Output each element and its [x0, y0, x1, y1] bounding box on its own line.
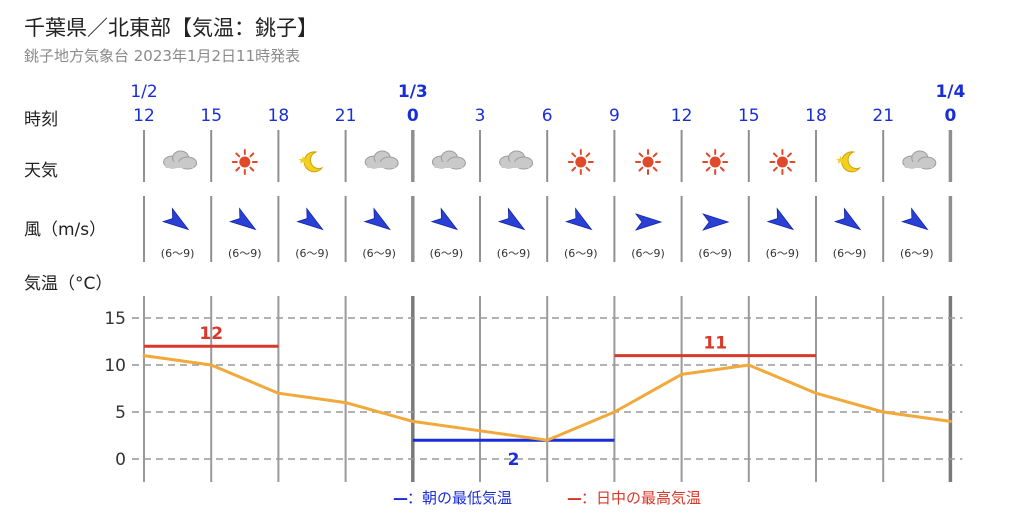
date-label: 1/2	[130, 82, 157, 102]
wind-arrow-icon	[766, 207, 795, 231]
wind-arrow-icon	[497, 207, 526, 231]
temperature-row-label: 気温（°C）	[24, 274, 113, 294]
moon-icon	[298, 151, 324, 173]
wind-speed-label: (6〜9)	[900, 247, 934, 260]
legend-max-text: ：日中の最高気温	[581, 489, 701, 507]
cloud-icon	[902, 150, 937, 170]
wind-speed-label: (6〜9)	[161, 247, 195, 260]
wind-arrow-icon	[363, 207, 391, 231]
hour-label: 3	[475, 106, 486, 126]
wind-arrow-icon	[702, 213, 730, 231]
legend-min-text: ：朝の最低気温	[407, 489, 512, 507]
min-temperature-label: 2	[508, 450, 520, 470]
page-title: 千葉県／北東部【気温：銚子】	[24, 16, 318, 40]
wind-speed-label: (6〜9)	[698, 247, 732, 260]
hour-label: 15	[200, 106, 222, 126]
y-tick-label: 5	[115, 403, 126, 423]
wind-arrow-icon	[430, 207, 459, 231]
wind-speed-label: (6〜9)	[766, 247, 800, 260]
hour-label: 21	[872, 106, 894, 126]
wind-arrow-icon	[634, 213, 663, 231]
wind-speed-label: (6〜9)	[564, 247, 598, 260]
y-tick-label: 10	[104, 356, 126, 376]
max-temperature-label: 11	[703, 334, 727, 354]
hour-label: 9	[609, 106, 620, 126]
wind-arrow-icon	[161, 207, 190, 231]
sun-icon	[567, 149, 594, 175]
mark-layer	[142, 149, 952, 442]
temperature-point	[411, 419, 415, 423]
temperature-point	[747, 363, 751, 367]
temperature-point	[545, 438, 549, 442]
cloud-icon	[499, 150, 534, 170]
hour-label: 18	[268, 106, 290, 126]
hour-label: 12	[133, 106, 155, 126]
wind-speed-label: (6〜9)	[228, 247, 262, 260]
wind-arrow-icon	[296, 207, 324, 231]
wind-row-label: 風（m/s）	[24, 220, 107, 240]
wind-arrow-icon	[229, 207, 257, 231]
hour-label: 0	[407, 106, 419, 126]
time-row-label: 時刻	[24, 110, 58, 130]
cloud-icon	[431, 150, 466, 170]
legend-max-mark: —	[567, 489, 582, 507]
wind-arrow-icon	[901, 207, 929, 231]
y-tick-label: 0	[115, 450, 126, 470]
sun-icon	[702, 149, 729, 175]
grid-layer	[132, 130, 963, 482]
wind-speed-label: (6〜9)	[631, 247, 665, 260]
wind-arrow-icon	[565, 207, 593, 231]
wind-speed-label: (6〜9)	[833, 247, 867, 260]
temperature-point	[814, 391, 818, 395]
legend-min-mark: —	[393, 489, 408, 507]
wind-speed-label: (6〜9)	[497, 247, 531, 260]
temperature-point	[142, 354, 146, 358]
hour-label: 21	[335, 106, 357, 126]
page-subtitle: 銚子地方気象台 2023年1月2日11時発表	[24, 47, 301, 65]
hour-label: 15	[738, 106, 760, 126]
date-label: 1/3	[398, 82, 428, 102]
cloud-icon	[364, 150, 399, 170]
moon-icon	[836, 151, 862, 173]
temperature-point	[680, 372, 684, 376]
date-label: 1/4	[935, 82, 965, 102]
temperature-point	[276, 391, 280, 395]
wind-speed-label: (6〜9)	[362, 247, 396, 260]
hour-label: 6	[542, 106, 553, 126]
max-temperature-label: 12	[199, 324, 223, 344]
y-tick-label: 15	[104, 309, 126, 329]
hour-label: 18	[805, 106, 827, 126]
wind-speed-label: (6〜9)	[295, 247, 329, 260]
sun-icon	[231, 149, 258, 175]
temperature-point	[948, 419, 952, 423]
temperature-point	[881, 410, 885, 414]
weather-row-label: 天気	[24, 161, 58, 181]
temperature-point	[478, 429, 482, 433]
sun-icon	[769, 149, 796, 175]
cloud-icon	[163, 150, 198, 170]
sun-icon	[635, 149, 661, 175]
hour-label: 12	[671, 106, 693, 126]
temperature-point	[344, 401, 348, 405]
hour-label: 0	[944, 106, 956, 126]
text-layer: 1/2 1/3 1/412 15 18 21 0 3 6 9 12 15 18 21 0(6〜9) (6〜9)…	[104, 82, 965, 470]
temperature-point	[612, 410, 616, 414]
wind-speed-label: (6〜9)	[430, 247, 464, 260]
wind-arrow-icon	[833, 207, 862, 231]
temperature-point	[209, 363, 213, 367]
